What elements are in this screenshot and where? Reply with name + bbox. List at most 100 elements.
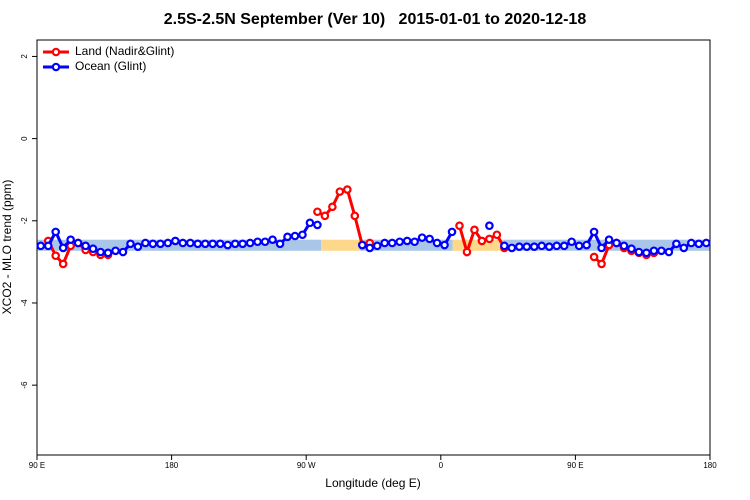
data-point bbox=[627, 244, 636, 254]
data-point bbox=[51, 251, 60, 261]
data-point bbox=[425, 234, 434, 244]
data-point bbox=[350, 211, 360, 221]
data-point bbox=[260, 237, 270, 247]
data-point bbox=[223, 240, 232, 250]
data-point bbox=[230, 239, 240, 249]
data-point bbox=[290, 231, 300, 241]
y-tick-label: -6 bbox=[20, 381, 29, 389]
data-point bbox=[118, 247, 128, 257]
data-point bbox=[268, 235, 277, 244]
data-point bbox=[462, 247, 472, 257]
data-point bbox=[73, 238, 83, 248]
data-point bbox=[544, 242, 554, 251]
data-point bbox=[283, 232, 292, 242]
data-point bbox=[559, 241, 569, 251]
data-point bbox=[313, 220, 322, 230]
data-point bbox=[567, 237, 576, 247]
data-point bbox=[215, 239, 225, 249]
data-point bbox=[58, 259, 68, 269]
data-point bbox=[537, 241, 547, 251]
data-point bbox=[657, 246, 666, 256]
data-point bbox=[43, 241, 53, 251]
band-region bbox=[321, 239, 361, 251]
data-point bbox=[522, 242, 532, 251]
data-point bbox=[58, 243, 68, 253]
data-point bbox=[171, 236, 180, 246]
data-point bbox=[694, 239, 704, 249]
data-point bbox=[402, 236, 412, 246]
data-point bbox=[335, 187, 345, 196]
data-point bbox=[679, 243, 689, 253]
x-tick-label: 90 E bbox=[567, 461, 583, 470]
data-point bbox=[687, 238, 696, 248]
band-region bbox=[452, 239, 504, 251]
data-point bbox=[417, 233, 427, 242]
data-point bbox=[380, 238, 390, 248]
band-region bbox=[37, 239, 322, 251]
data-point bbox=[208, 239, 218, 249]
data-point bbox=[66, 235, 75, 244]
data-point bbox=[111, 246, 120, 256]
data-point bbox=[672, 239, 681, 249]
data-point bbox=[485, 234, 494, 244]
data-point bbox=[410, 237, 419, 247]
data-point bbox=[51, 227, 60, 237]
y-tick-label: -2 bbox=[20, 217, 29, 225]
data-point bbox=[664, 247, 674, 257]
data-point bbox=[200, 239, 210, 249]
x-tick-label: 180 bbox=[703, 461, 717, 470]
data-point bbox=[81, 241, 90, 251]
data-point bbox=[298, 230, 307, 240]
x-tick-label: 180 bbox=[165, 461, 179, 470]
data-point bbox=[507, 243, 517, 253]
chart-title: 2.5S-2.5N September (Ver 10) 2015-01-01 … bbox=[164, 11, 587, 28]
data-point bbox=[305, 218, 315, 228]
y-tick-label: 2 bbox=[20, 54, 29, 59]
data-point bbox=[589, 252, 599, 262]
data-point bbox=[642, 248, 651, 258]
y-tick-label: 0 bbox=[20, 136, 29, 141]
data-point bbox=[357, 240, 367, 250]
data-point bbox=[485, 221, 494, 231]
data-point bbox=[185, 238, 195, 248]
data-point bbox=[492, 230, 502, 240]
data-point bbox=[36, 241, 46, 251]
data-point bbox=[133, 242, 143, 251]
y-axis-label: XCO2 - MLO trend (ppm) bbox=[0, 180, 14, 315]
data-point bbox=[477, 236, 487, 246]
data-point bbox=[597, 259, 606, 269]
data-point bbox=[470, 225, 479, 235]
data-point bbox=[604, 235, 614, 244]
data-point bbox=[395, 237, 404, 247]
data-point bbox=[343, 185, 352, 194]
data-point bbox=[253, 237, 262, 247]
data-point bbox=[500, 241, 509, 251]
data-point bbox=[515, 242, 524, 251]
data-point bbox=[597, 243, 606, 253]
series-line bbox=[46, 187, 655, 267]
data-point bbox=[387, 238, 397, 248]
data-point bbox=[529, 242, 539, 251]
data-point bbox=[455, 221, 464, 231]
x-axis-label: Longitude (deg E) bbox=[325, 476, 420, 490]
data-point bbox=[178, 238, 188, 248]
data-point bbox=[552, 241, 562, 251]
data-point bbox=[275, 239, 285, 249]
data-point bbox=[88, 244, 98, 254]
x-tick-label: 90 W bbox=[297, 461, 316, 470]
data-point bbox=[447, 227, 457, 237]
band-region bbox=[360, 239, 453, 251]
data-point bbox=[238, 239, 247, 249]
legend-marker bbox=[51, 47, 61, 57]
data-point bbox=[612, 238, 621, 248]
data-point bbox=[156, 239, 165, 249]
data-point bbox=[148, 239, 158, 249]
data-point bbox=[582, 240, 591, 250]
data-point bbox=[126, 239, 135, 249]
data-point bbox=[432, 238, 442, 248]
data-point bbox=[589, 227, 599, 237]
data-point bbox=[365, 243, 375, 253]
data-point bbox=[619, 241, 629, 251]
data-point bbox=[141, 238, 150, 248]
